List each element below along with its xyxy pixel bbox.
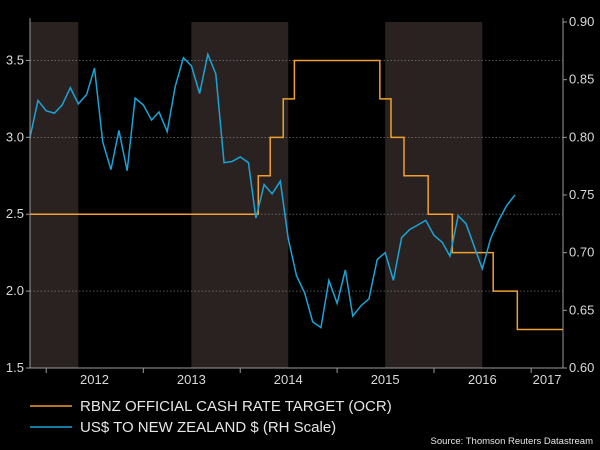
right-tick-label-0.65: 0.65	[569, 302, 594, 317]
shaded-period-3	[385, 22, 483, 368]
series-lines	[29, 51, 563, 331]
x-tick-label-2015: 2015	[371, 372, 400, 387]
shaded-period-1	[30, 22, 79, 368]
x-tick-label-2013: 2013	[177, 372, 206, 387]
series-line-1	[30, 59, 563, 331]
x-tick-label-2014: 2014	[274, 372, 303, 387]
left-tick-label-2.0: 2.0	[6, 283, 24, 298]
x-tick-label-2012: 2012	[80, 372, 109, 387]
right-tick-label-0.90: 0.90	[569, 14, 594, 29]
legend-label-2: US$ TO NEW ZEALAND $ (RH Scale)	[80, 419, 336, 436]
right-tick-label-0.75: 0.75	[569, 187, 594, 202]
shaded-period-2	[191, 22, 289, 368]
right-tick-label-0.85: 0.85	[569, 72, 594, 87]
right-tick-label-0.70: 0.70	[569, 245, 594, 260]
shaded-periods	[30, 22, 483, 368]
source-note: Source: Thomson Reuters Datastream	[431, 436, 594, 447]
left-tick-label-3.0: 3.0	[6, 129, 24, 144]
x-tick-label-2017: 2017	[533, 372, 562, 387]
right-tick-label-0.80: 0.80	[569, 129, 594, 144]
right-tick-label-0.60: 0.60	[569, 360, 594, 375]
x-tick-label-2016: 2016	[468, 372, 497, 387]
legend: RBNZ OFFICIAL CASH RATE TARGET (OCR) US$ …	[30, 398, 392, 436]
axes: 1.5 2.0 2.5 3.0 3.5 0.60 0.65 0.70 0.75 0.80 0.85 0…	[6, 14, 594, 387]
left-tick-label-1.5: 1.5	[6, 360, 24, 375]
left-tick-label-3.5: 3.5	[6, 52, 24, 67]
legend-label-1: RBNZ OFFICIAL CASH RATE TARGET (OCR)	[80, 398, 392, 415]
series-line-2	[29, 51, 516, 329]
left-tick-label-2.5: 2.5	[6, 206, 24, 221]
